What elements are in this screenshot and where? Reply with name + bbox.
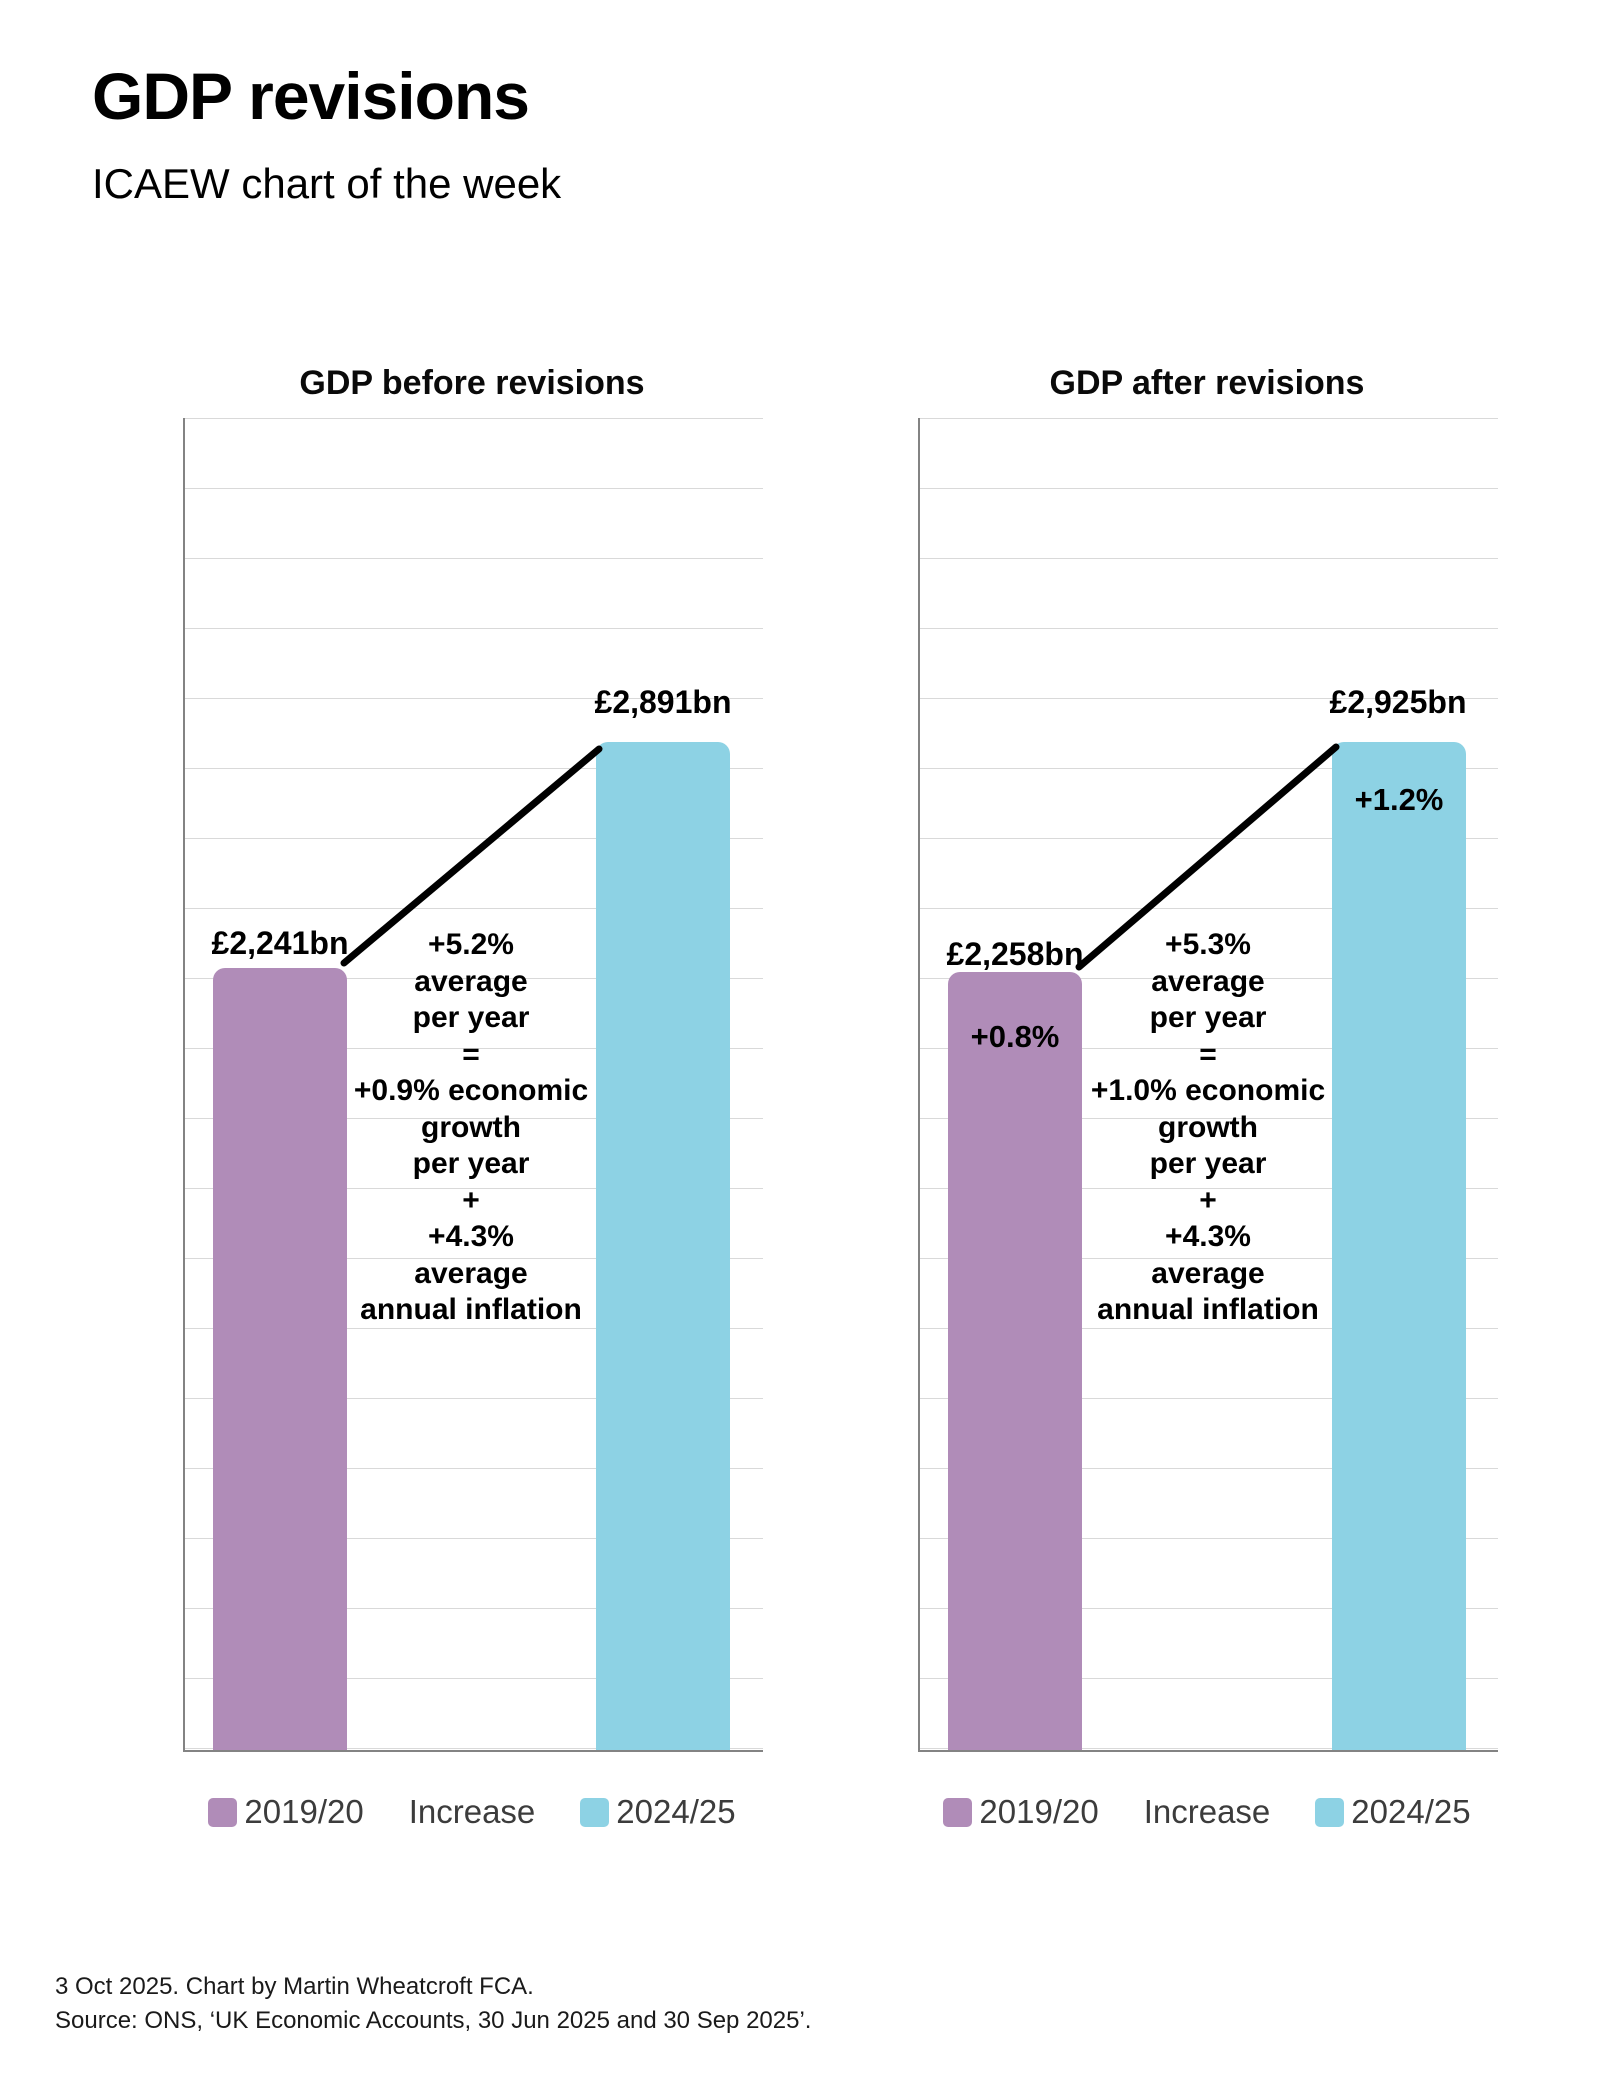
legend-swatch-2019-20 bbox=[208, 1797, 238, 1827]
legend-before: 2019/20 Increase 2024/25 bbox=[183, 1792, 761, 1832]
annotation-line: +4.3% bbox=[428, 1220, 514, 1253]
bar-2024-25-after bbox=[1332, 742, 1466, 1750]
annotation-line: + bbox=[1199, 1183, 1217, 1217]
legend-swatch-2024-25 bbox=[580, 1797, 610, 1827]
increase-annotation-after: +5.3% average per year = +1.0% economic … bbox=[1048, 927, 1368, 1329]
footer-credit-line: 3 Oct 2025. Chart by Martin Wheatcroft F… bbox=[55, 1973, 534, 2000]
page-title: GDP revisions bbox=[92, 59, 530, 133]
value-label-2019-20-before: £2,241bn bbox=[211, 925, 349, 961]
annotation-line: average bbox=[1151, 964, 1265, 998]
footer-note: 3 Oct 2025. Chart by Martin Wheatcroft F… bbox=[55, 1970, 811, 2038]
increase-annotation-before: +5.2% average per year = +0.9% economic … bbox=[311, 927, 631, 1329]
annotation-line: growth bbox=[1158, 1110, 1258, 1144]
annotation-line: +5.2% bbox=[428, 928, 514, 961]
annotation-line: annual inflation bbox=[360, 1293, 582, 1326]
footer-source-line: Source: ONS, ‘UK Economic Accounts, 30 J… bbox=[55, 2007, 812, 2034]
annotation-line: + bbox=[462, 1183, 480, 1217]
legend-label-increase: Increase bbox=[408, 1793, 536, 1830]
bar-2024-25-before bbox=[596, 742, 730, 1750]
legend-label-2024-25: 2024/25 bbox=[1351, 1793, 1471, 1830]
annotation-line: average bbox=[414, 1256, 528, 1290]
value-label-2019-20-after: £2,258bn bbox=[946, 936, 1084, 972]
annotation-line: = bbox=[462, 1037, 480, 1071]
annotation-line: growth bbox=[421, 1110, 521, 1144]
bar-2019-20-after bbox=[948, 972, 1082, 1750]
legend-label-2024-25: 2024/25 bbox=[616, 1793, 736, 1830]
annotation-line: +4.3% bbox=[1165, 1220, 1251, 1253]
annotation-line: +5.3% bbox=[1165, 928, 1251, 961]
annotation-line: annual inflation bbox=[1097, 1293, 1319, 1326]
annotation-line: per year bbox=[1149, 1147, 1267, 1180]
legend-label-2019-20: 2019/20 bbox=[244, 1793, 364, 1830]
annotation-line: per year bbox=[412, 1147, 530, 1180]
inner-label-2024-25-after: +1.2% bbox=[1354, 782, 1444, 817]
inner-label-2019-20-after: +0.8% bbox=[970, 1019, 1060, 1054]
annotation-line: per year bbox=[412, 1001, 530, 1034]
value-label-2024-25-after: £2,925bn bbox=[1329, 684, 1467, 720]
page-subtitle: ICAEW chart of the week bbox=[92, 160, 562, 207]
annotation-line: average bbox=[414, 964, 528, 998]
annotation-line: average bbox=[1151, 1256, 1265, 1290]
chart-title-before: GDP before revisions bbox=[299, 364, 645, 402]
annotation-line: per year bbox=[1149, 1001, 1267, 1034]
annotation-line: +1.0% economic bbox=[1090, 1074, 1326, 1107]
value-label-2024-25-before: £2,891bn bbox=[594, 684, 732, 720]
legend-label-2019-20: 2019/20 bbox=[979, 1793, 1099, 1830]
annotation-line: = bbox=[1199, 1037, 1217, 1071]
legend-label-increase: Increase bbox=[1143, 1793, 1271, 1830]
legend-after: 2019/20 Increase 2024/25 bbox=[918, 1792, 1496, 1832]
chart-title-after: GDP after revisions bbox=[1049, 364, 1365, 402]
legend-swatch-2024-25 bbox=[1315, 1797, 1345, 1827]
legend-swatch-2019-20 bbox=[943, 1797, 973, 1827]
annotation-line: +0.9% economic bbox=[353, 1074, 589, 1107]
bar-2019-20-before bbox=[213, 968, 347, 1750]
